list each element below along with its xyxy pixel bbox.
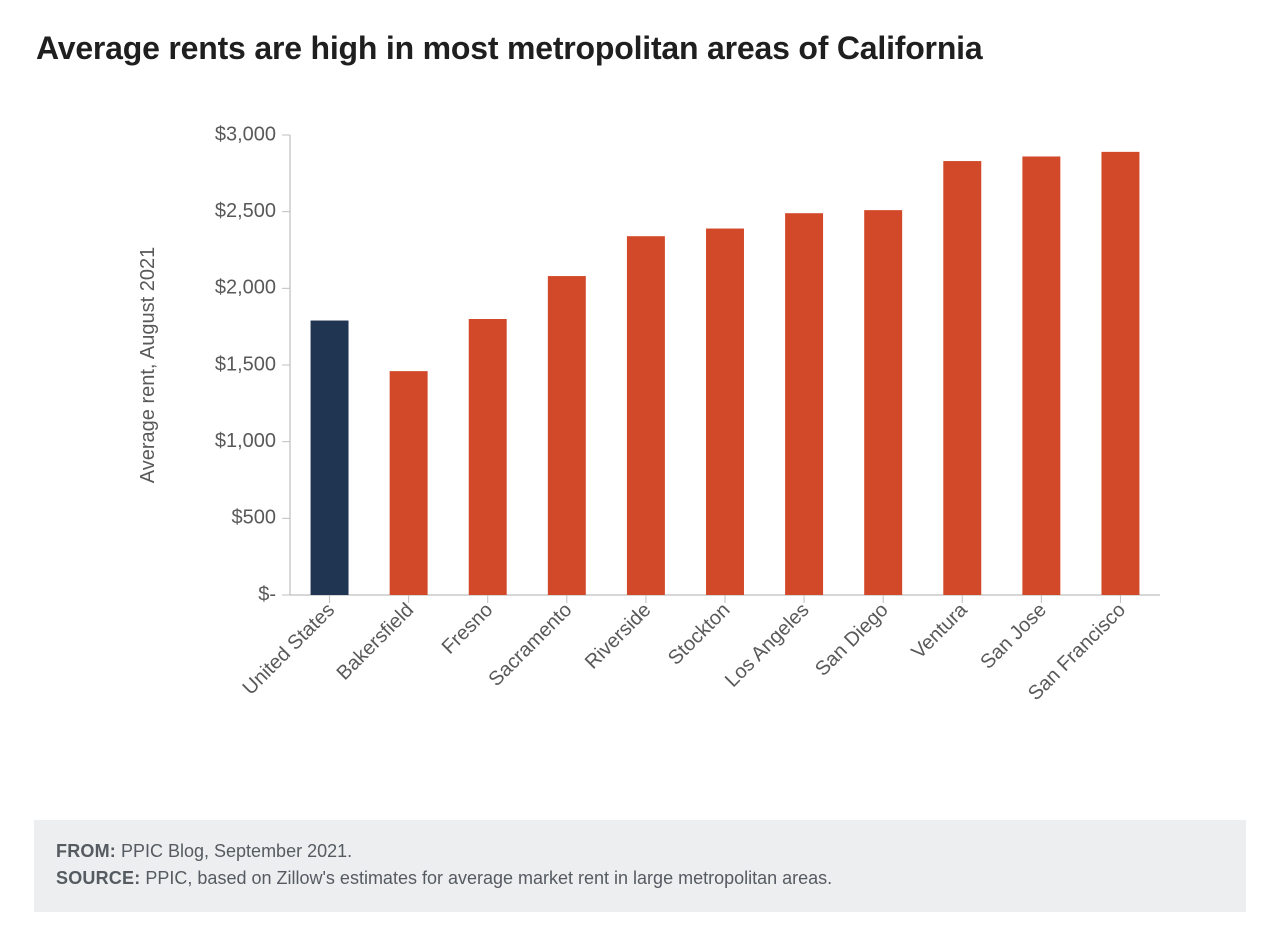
x-tick-label: Stockton <box>664 599 735 670</box>
x-tick-label: Sacramento <box>485 599 577 691</box>
footer-source-label: SOURCE: <box>56 868 140 888</box>
bar <box>943 161 981 595</box>
bar <box>864 210 902 595</box>
footer-from-text: PPIC Blog, September 2021. <box>116 841 352 861</box>
footer-from-label: FROM: <box>56 841 116 861</box>
x-tick-label: Riverside <box>581 599 656 674</box>
footer-source-line: SOURCE: PPIC, based on Zillow's estimate… <box>56 865 1224 892</box>
bar <box>706 229 744 595</box>
x-tick-label: Ventura <box>907 598 972 663</box>
x-tick-label: San Jose <box>976 599 1051 674</box>
y-tick-label: $2,000 <box>215 277 276 299</box>
y-tick-label: $2,500 <box>215 200 276 222</box>
chart-title: Average rents are high in most metropoli… <box>36 30 1246 67</box>
footer-from-line: FROM: PPIC Blog, September 2021. <box>56 838 1224 865</box>
y-tick-label: $3,000 <box>215 123 276 145</box>
y-tick-label: $500 <box>232 507 277 529</box>
x-tick-label: Fresno <box>438 599 498 659</box>
footer-source-text: PPIC, based on Zillow's estimates for av… <box>140 868 832 888</box>
x-tick-label: United States <box>239 599 339 699</box>
footer-note: FROM: PPIC Blog, September 2021. SOURCE:… <box>34 820 1246 912</box>
x-tick-label: Bakersfield <box>333 599 419 685</box>
bar <box>469 319 507 595</box>
bar <box>627 236 665 595</box>
x-tick-label: Los Angeles <box>721 599 814 692</box>
y-tick-label: $1,500 <box>215 353 276 375</box>
x-tick-label: San Diego <box>811 599 893 681</box>
bar <box>390 371 428 595</box>
y-tick-label: $1,000 <box>215 430 276 452</box>
y-tick-label: $- <box>258 583 276 605</box>
bar <box>548 276 586 595</box>
bar <box>311 321 349 595</box>
bar <box>1022 156 1060 595</box>
bar <box>1101 152 1139 595</box>
bar <box>785 213 823 595</box>
rent-bar-chart: $- $500 $1,000 $1,500 $2,000 $2,500 $3,000 Aver… <box>130 115 1180 815</box>
y-axis-label: Average rent, August 2021 <box>137 247 159 483</box>
